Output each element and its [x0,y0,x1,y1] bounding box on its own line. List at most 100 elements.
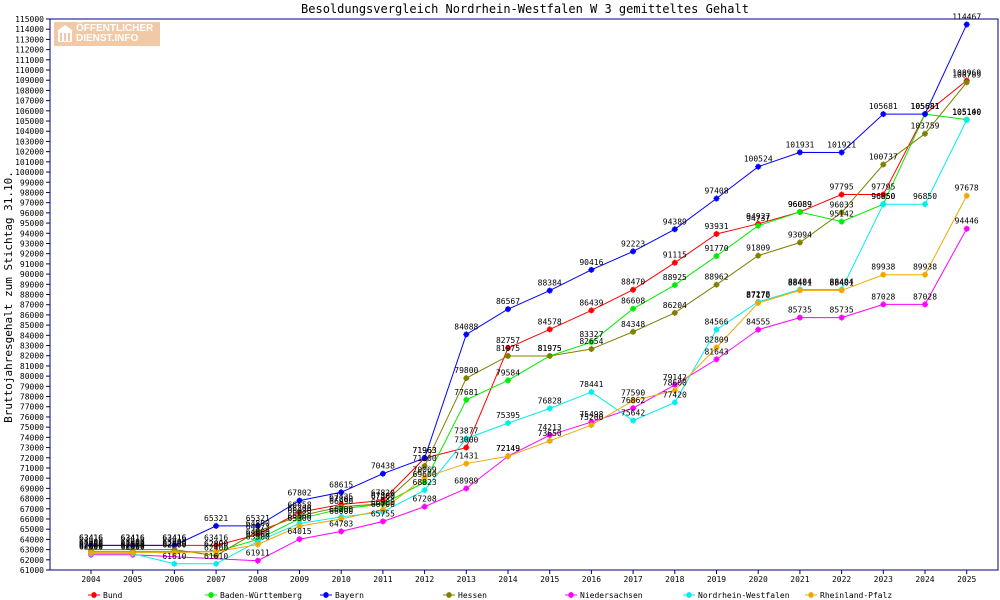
series-line-nordrhein-westfalen [91,119,968,565]
data-label: 74213 [538,423,562,432]
x-tick-label: 2011 [373,575,392,584]
data-point [421,479,428,486]
data-label: 63500 [246,532,270,541]
data-label: 71431 [454,452,478,461]
y-tick-label: 100000 [15,168,44,177]
data-label: 93931 [704,222,728,231]
legend-label: Nordrhein-Westfalen [698,591,790,600]
data-label: 65321 [246,514,270,523]
data-label: 63000 [162,538,186,547]
data-point [838,191,845,198]
data-label: 86439 [579,298,603,307]
y-tick-label: 74000 [20,433,44,442]
data-point [546,287,553,294]
data-point [546,432,553,439]
x-tick-label: 2010 [332,575,351,584]
data-label: 67802 [287,489,311,498]
data-point [713,326,720,333]
data-point [755,299,762,306]
data-point [546,352,553,359]
series-line-rheinland-pfalz [91,195,968,554]
data-point [463,396,470,403]
data-label: 85735 [788,306,812,315]
data-label: 89938 [871,263,895,272]
logo: ÖFFENTLICHER DIENST.INFO [54,22,160,46]
x-tick-label: 2019 [707,575,726,584]
data-label: 79800 [454,366,478,375]
plot-frame [49,18,999,571]
y-tick-label: 109000 [15,76,44,85]
y-tick-label: 72000 [20,454,44,463]
data-point [755,326,762,333]
data-label: 88925 [663,273,687,282]
data-label: 61911 [246,549,270,558]
data-label: 84348 [621,320,645,329]
y-tick-label: 71000 [20,464,44,473]
x-tick-label: 2022 [832,575,851,584]
data-point [379,518,386,525]
data-label: 83327 [579,330,603,339]
data-point [630,248,637,255]
data-label: 78441 [579,380,603,389]
data-label: 76828 [538,396,562,405]
data-point [88,546,94,553]
y-tick-label: 102000 [15,148,44,157]
y-tick-label: 113000 [15,35,44,44]
y-tick-label: 96000 [20,209,44,218]
y-tick-label: 115000 [15,15,44,24]
data-label: 94927 [746,212,770,221]
data-point [171,560,178,567]
data-label: 63416 [79,533,103,542]
data-label: 66030 [287,507,311,516]
legend-marker [91,592,97,598]
data-point [379,500,386,507]
data-point [713,356,720,363]
data-label: 67200 [329,495,353,504]
data-label: 71200 [413,454,437,463]
data-label: 66990 [329,497,353,506]
data-label: 92223 [621,239,645,248]
data-label: 62800 [79,540,103,549]
logo-building-icon [57,25,73,42]
data-label: 105100 [952,108,981,117]
x-tick-label: 2018 [665,575,684,584]
data-label: 94389 [663,217,687,226]
data-label: 89938 [913,263,937,272]
y-tick-label: 94000 [20,229,44,238]
x-tick-label: 2004 [81,575,100,584]
data-point [630,417,637,424]
data-point [755,222,762,229]
data-label: 91115 [663,251,687,260]
data-label: 62600 [79,542,103,551]
data-label: 88470 [621,278,645,287]
series-line-niedersachsen [91,228,968,562]
y-tick-label: 75000 [20,423,44,432]
data-label: 87170 [746,291,770,300]
data-point [588,339,595,346]
data-label: 79142 [663,373,687,382]
data-point [505,377,511,384]
data-label: 62500 [121,543,145,552]
data-point [88,549,94,556]
data-point [671,309,678,316]
data-point [463,485,470,492]
data-point [671,282,678,289]
data-label: 81975 [496,344,520,353]
data-point [421,487,428,494]
data-label: 66200 [329,505,353,514]
data-point [254,557,261,564]
data-label: 62700 [121,541,145,550]
data-point [713,281,720,288]
data-point [963,117,970,124]
legend-marker [323,592,329,598]
data-point [505,352,511,359]
legend-label: Hessen [458,591,487,600]
data-label: 63416 [121,533,145,542]
y-tick-label: 70000 [20,474,44,483]
data-label: 91770 [704,244,728,253]
data-label: 78600 [663,378,687,387]
data-label: 75498 [579,410,603,419]
data-point [338,503,345,510]
data-label: 93094 [788,231,812,240]
data-point [338,489,345,496]
